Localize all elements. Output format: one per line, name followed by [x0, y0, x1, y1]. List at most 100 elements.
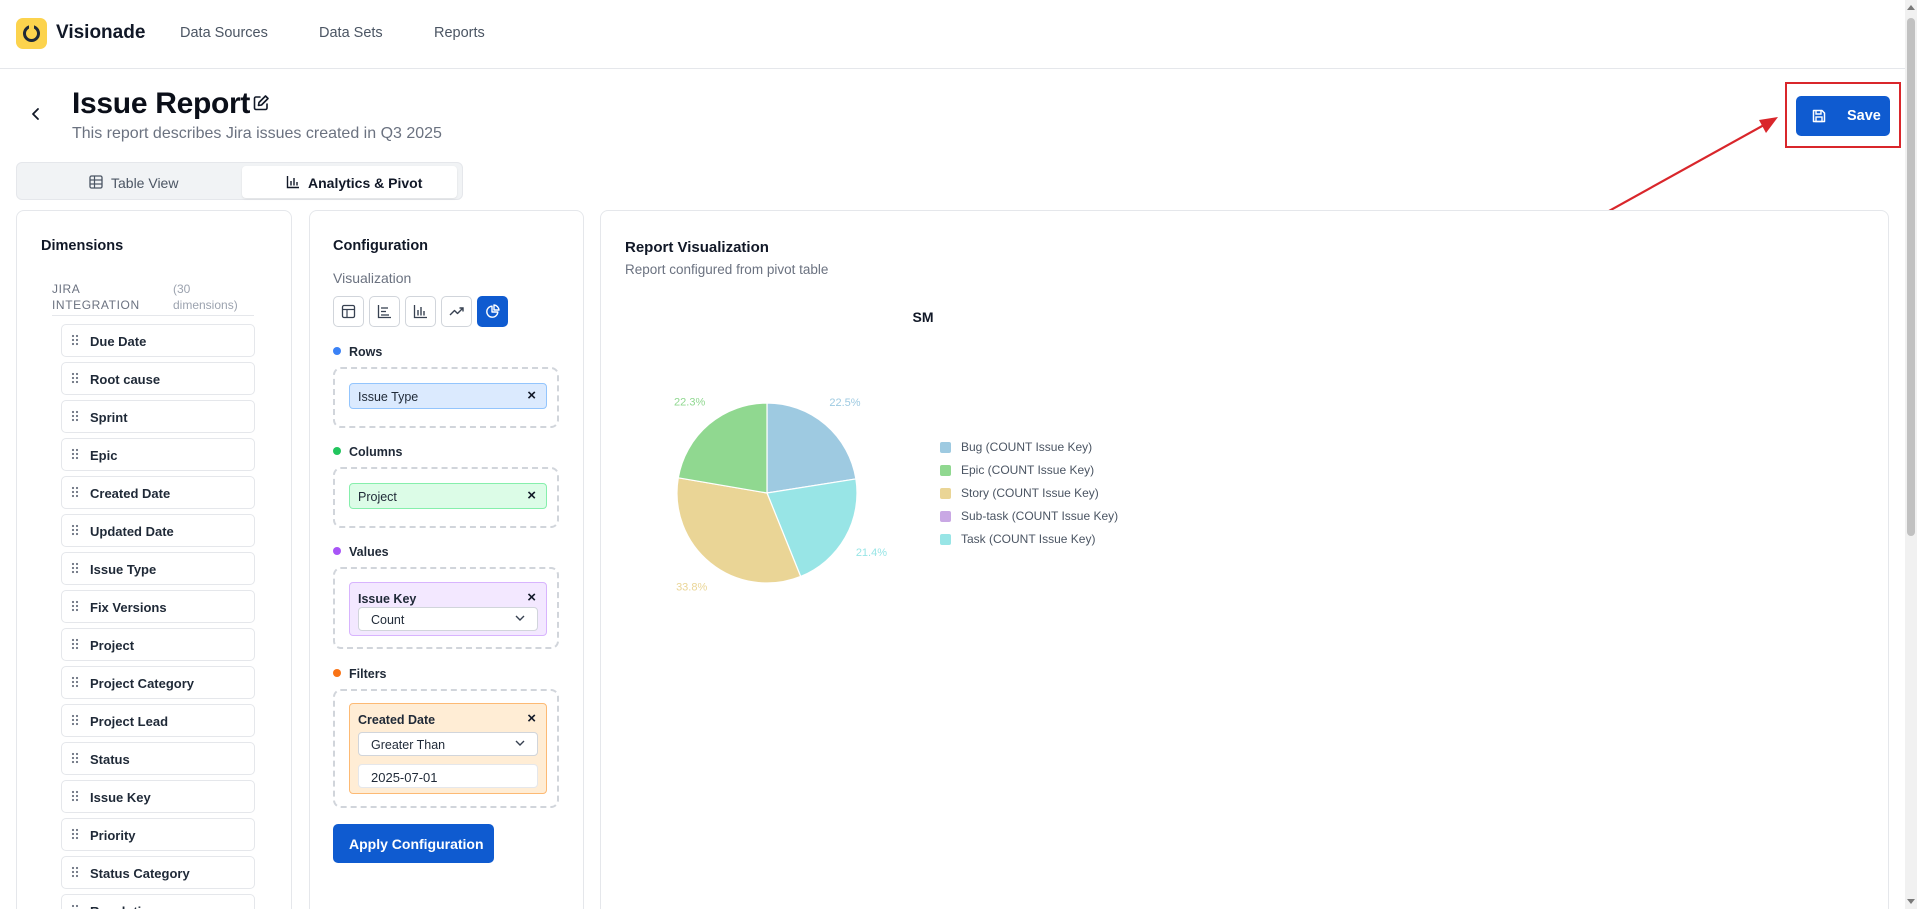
scroll-up-icon[interactable]	[1907, 5, 1915, 10]
dimension-item-label: Root cause	[90, 372, 161, 387]
columns-chip[interactable]: Project ×	[349, 483, 547, 509]
nav-link-reports[interactable]: Reports	[434, 25, 485, 41]
rows-indicator	[333, 347, 341, 355]
dimension-item[interactable]: Issue Type	[61, 552, 255, 585]
drag-handle-icon[interactable]	[71, 904, 79, 909]
back-chevron-icon[interactable]	[28, 106, 44, 122]
pie-slice[interactable]	[766, 478, 858, 578]
drag-handle-icon[interactable]	[71, 828, 79, 840]
drag-handle-icon[interactable]	[71, 600, 79, 612]
page-scrollbar[interactable]	[1905, 0, 1917, 909]
drag-handle-icon[interactable]	[71, 752, 79, 764]
drag-handle-icon[interactable]	[71, 638, 79, 650]
table-icon	[341, 304, 356, 319]
brand-name[interactable]: Visionade	[56, 22, 146, 43]
drag-handle-icon[interactable]	[71, 676, 79, 688]
drag-handle-icon[interactable]	[71, 410, 79, 422]
legend-swatch	[940, 465, 951, 476]
page-title: Issue Report	[72, 87, 251, 120]
remove-columns-chip-icon[interactable]: ×	[527, 487, 536, 504]
dimension-item-label: Created Date	[90, 486, 171, 501]
filter-operator-select[interactable]: Greater Than	[358, 732, 538, 756]
dimension-item[interactable]: Sprint	[61, 400, 255, 433]
drag-handle-icon[interactable]	[71, 866, 79, 878]
nav-link-data-sets[interactable]: Data Sets	[319, 25, 383, 41]
tab-table-view-label: Table View	[111, 175, 179, 191]
pie-slice[interactable]	[677, 402, 768, 494]
remove-filter-chip-icon[interactable]: ×	[527, 710, 536, 727]
apply-configuration-button[interactable]: Apply Configuration	[333, 824, 494, 863]
drag-handle-icon[interactable]	[71, 562, 79, 574]
values-chip[interactable]: Issue Key × Count	[349, 582, 547, 636]
nav-link-data-sources[interactable]: Data Sources	[180, 25, 268, 41]
dimension-group-name[interactable]: JIRA INTEGRATION	[52, 282, 140, 312]
dimension-item-label: Status Category	[90, 866, 190, 881]
apply-configuration-label: Apply Configuration	[349, 836, 484, 852]
filter-value: 2025-07-01	[371, 770, 438, 785]
tab-table-view[interactable]: Table View	[21, 166, 241, 198]
bar-chart-icon	[413, 305, 427, 319]
dimension-item[interactable]: Resolution	[61, 894, 255, 909]
dimension-item-label: Issue Type	[90, 562, 157, 577]
remove-values-chip-icon[interactable]: ×	[527, 589, 536, 606]
legend-swatch	[940, 442, 951, 453]
dimension-item[interactable]: Status Category	[61, 856, 255, 889]
chevron-down-icon	[515, 740, 525, 746]
viz-pie-button[interactable]	[477, 296, 508, 327]
dimension-item[interactable]: Project Lead	[61, 704, 255, 737]
dimension-item[interactable]: Updated Date	[61, 514, 255, 547]
scrollbar-thumb[interactable]	[1907, 18, 1915, 536]
viz-bar-button[interactable]	[405, 296, 436, 327]
filter-field-label: Created Date	[358, 713, 436, 727]
pie-slice-label: 33.8%	[676, 581, 707, 593]
aggregation-select[interactable]: Count	[358, 607, 538, 631]
pie-slice-label: 22.5%	[829, 397, 860, 409]
drag-handle-icon[interactable]	[71, 372, 79, 384]
dimension-item[interactable]: Created Date	[61, 476, 255, 509]
dimension-item[interactable]: Due Date	[61, 324, 255, 357]
legend-label: Bug (COUNT Issue Key)	[961, 440, 1093, 454]
dimension-item[interactable]: Priority	[61, 818, 255, 851]
save-button[interactable]: Save	[1796, 96, 1890, 136]
viz-table-button[interactable]	[333, 296, 364, 327]
visionade-logo-icon[interactable]	[16, 18, 47, 49]
drag-handle-icon[interactable]	[71, 790, 79, 802]
viz-line-button[interactable]	[369, 296, 400, 327]
drag-handle-icon[interactable]	[71, 448, 79, 460]
legend-swatch	[940, 488, 951, 499]
rows-dropzone[interactable]: Issue Type ×	[333, 367, 559, 428]
rows-chip[interactable]: Issue Type ×	[349, 383, 547, 409]
dimension-item-label: Project Category	[90, 676, 195, 691]
legend-label: Task (COUNT Issue Key)	[961, 532, 1096, 546]
dimension-item[interactable]: Status	[61, 742, 255, 775]
configuration-title: Configuration	[333, 238, 429, 254]
remove-rows-chip-icon[interactable]: ×	[527, 387, 536, 404]
dimension-item-label: Epic	[90, 448, 118, 463]
dimension-item[interactable]: Issue Key	[61, 780, 255, 813]
drag-handle-icon[interactable]	[71, 334, 79, 346]
filter-value-input[interactable]: 2025-07-01	[358, 764, 538, 788]
dimension-group-count: (30 dimensions)	[173, 282, 238, 312]
drag-handle-icon[interactable]	[71, 524, 79, 536]
drag-handle-icon[interactable]	[71, 714, 79, 726]
rows-chip-label: Issue Type	[358, 390, 419, 404]
scroll-down-icon[interactable]	[1907, 899, 1915, 904]
dimension-item[interactable]: Fix Versions	[61, 590, 255, 623]
filters-dropzone[interactable]: Created Date × Greater Than 2025-07-01	[333, 689, 559, 808]
values-dropzone[interactable]: Issue Key × Count	[333, 567, 559, 649]
viz-trend-button[interactable]	[441, 296, 472, 327]
pie-slice[interactable]	[766, 402, 857, 494]
pie-slice[interactable]	[676, 477, 802, 584]
dimension-item[interactable]: Project	[61, 628, 255, 661]
chevron-down-icon	[515, 615, 525, 621]
dimension-item[interactable]: Project Category	[61, 666, 255, 699]
edit-title-icon[interactable]	[252, 94, 270, 112]
filters-label: Filters	[349, 667, 387, 681]
columns-dropzone[interactable]: Project ×	[333, 467, 559, 528]
dimension-item[interactable]: Epic	[61, 438, 255, 471]
drag-handle-icon[interactable]	[71, 486, 79, 498]
line-chart-icon	[377, 305, 391, 319]
tab-analytics-pivot[interactable]: Analytics & Pivot	[242, 166, 457, 198]
dimension-item[interactable]: Root cause	[61, 362, 255, 395]
filter-chip[interactable]: Created Date × Greater Than 2025-07-01	[349, 703, 547, 794]
